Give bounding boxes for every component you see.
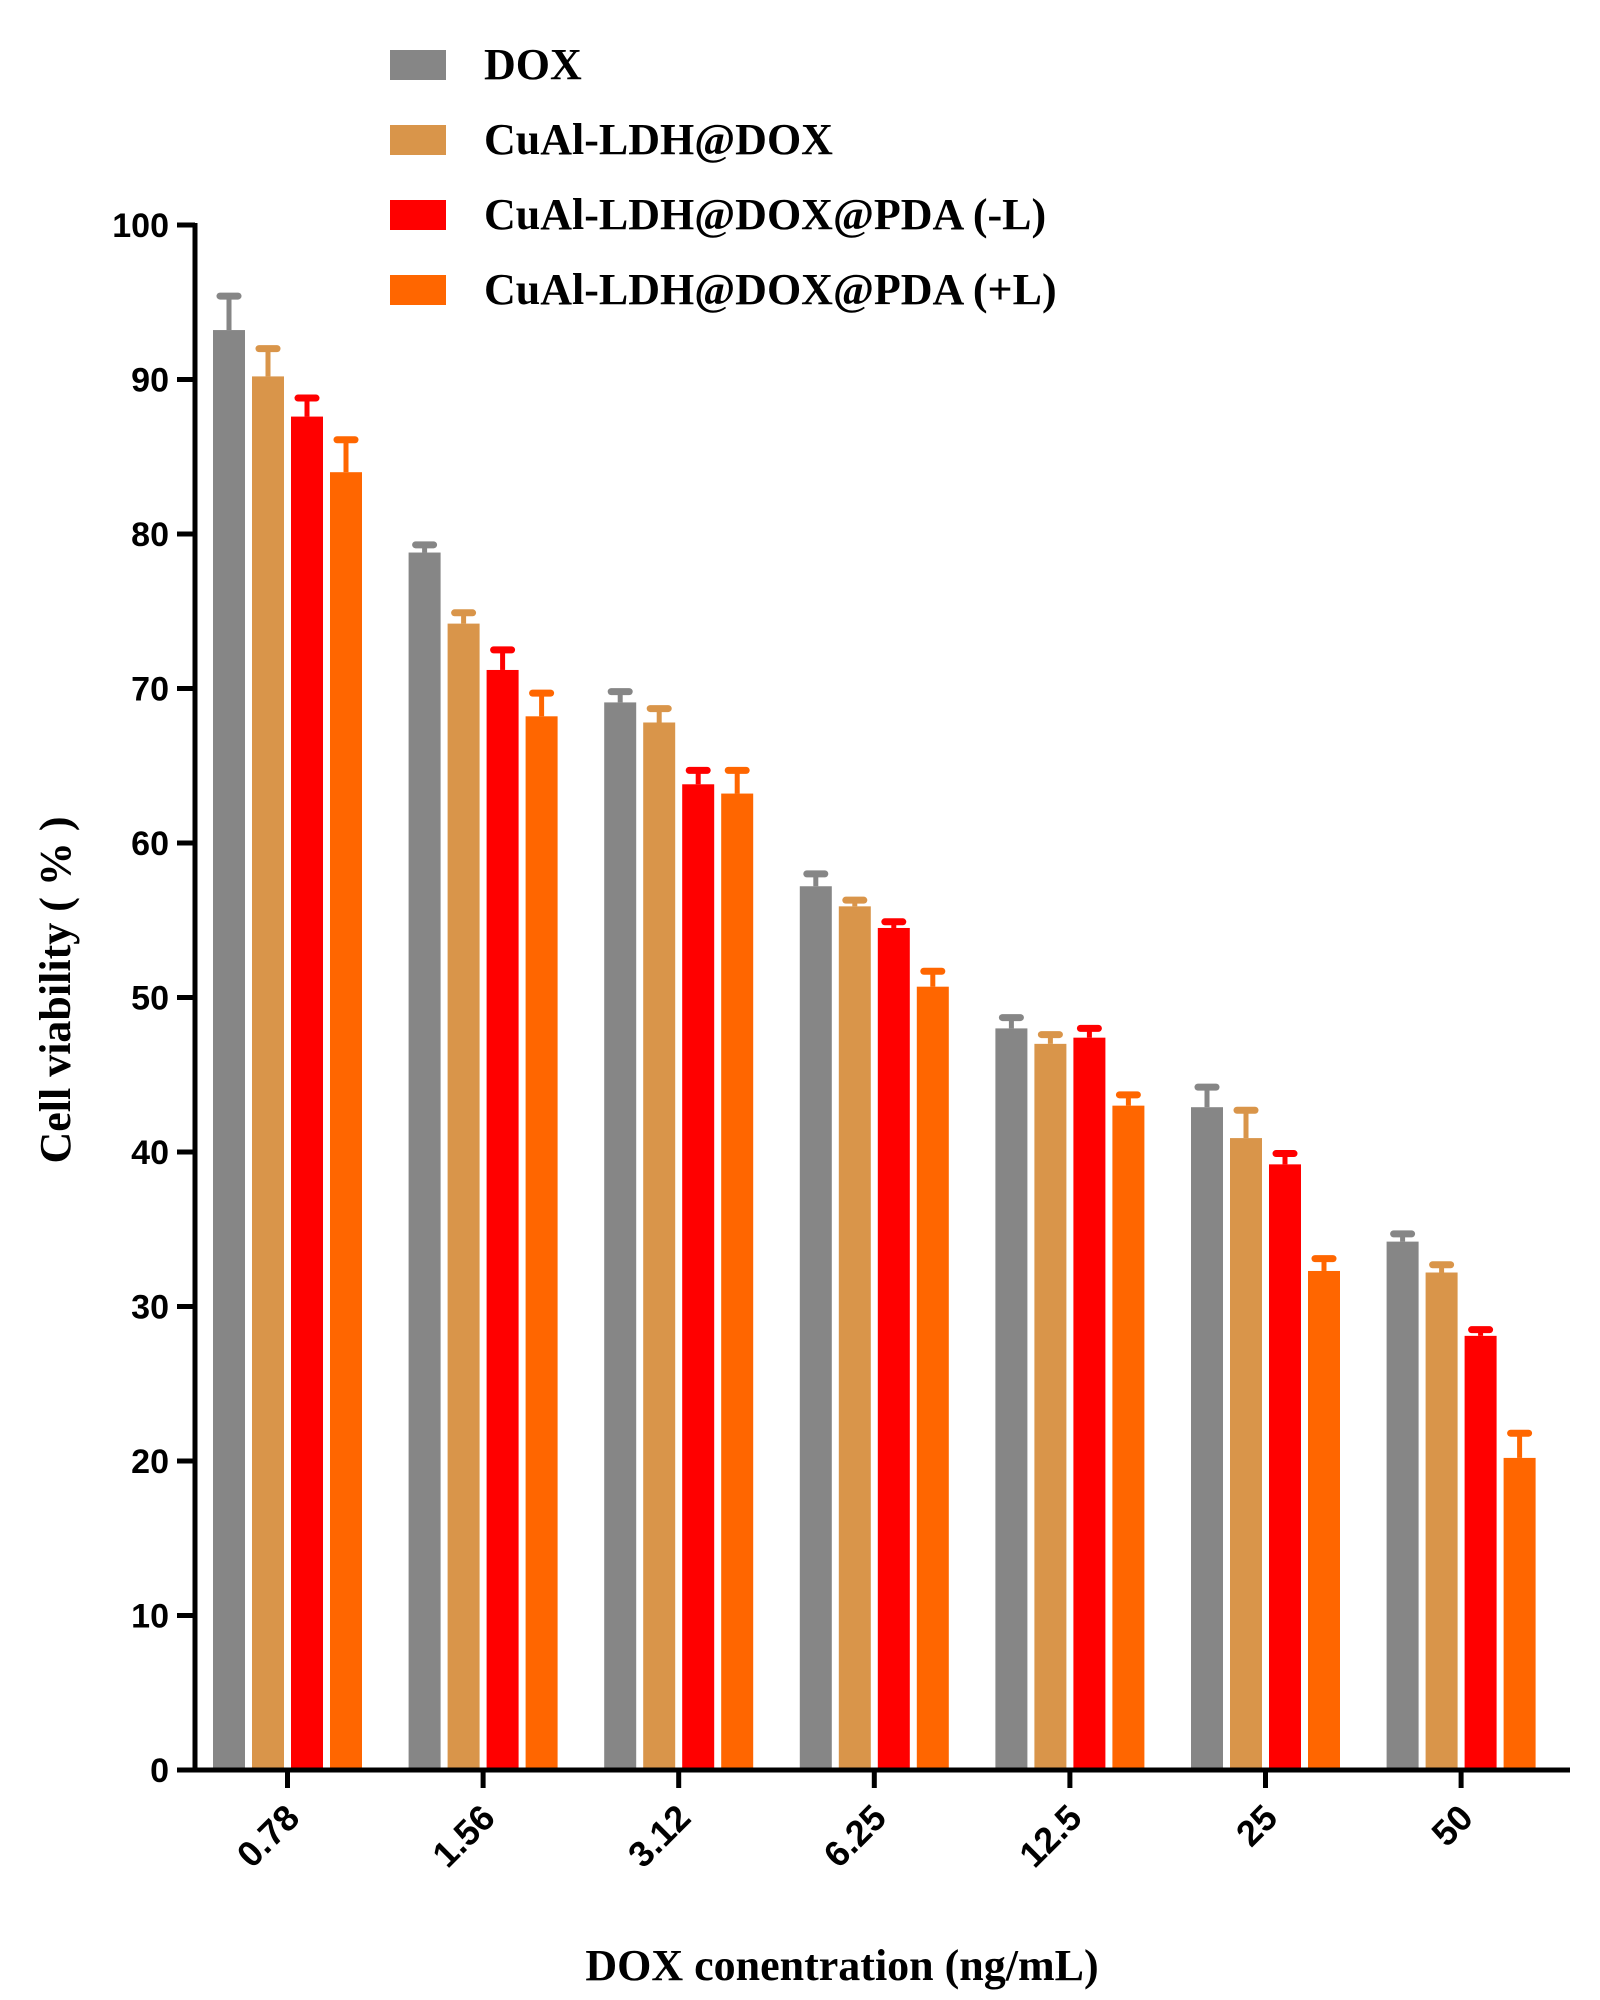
error-bar-2-3.12 (646, 705, 672, 723)
bar-1-3.12 (604, 702, 637, 1770)
error-bar-4-25 (1311, 1255, 1337, 1271)
bar-1-25 (1191, 1107, 1223, 1770)
error-bar-4-6.25 (920, 967, 946, 987)
bar-4-1.56 (525, 716, 558, 1770)
bar-1-50 (1386, 1241, 1419, 1770)
bar-4-25 (1308, 1270, 1340, 1770)
y-axis-title: Cell viability ( % ) (31, 816, 80, 1163)
error-bar-1-50 (1390, 1230, 1416, 1242)
axes-layer: 0 10 20 30 40 50 60 70 80 90 100 0.78 1.56 3.12 6.25 12… (112, 207, 1570, 1875)
legend-label-3: CuAl-LDH@DOX@PDA (-L) (484, 190, 1046, 239)
bar-3-1.56 (486, 669, 519, 1771)
bar-3-3.12 (682, 784, 715, 1770)
error-bar-2-6.25 (842, 896, 868, 907)
bars-layer (213, 330, 1536, 1771)
legend-item-4: CuAl-LDH@DOX@PDA (+L) (390, 265, 1057, 314)
x-tick-label-50: 50 (1423, 1797, 1480, 1854)
error-bar-3-3.12 (685, 766, 711, 785)
x-tick-label-1.56: 1.56 (424, 1797, 503, 1876)
error-bar-3-0.78 (294, 394, 320, 417)
y-tick-label-10: 10 (131, 1598, 169, 1636)
y-tick-label-30: 30 (131, 1289, 169, 1327)
error-bar-2-50 (1429, 1261, 1455, 1273)
bar-3-50 (1464, 1335, 1497, 1770)
error-bar-4-3.12 (724, 766, 750, 794)
x-axis-title: DOX conentration (ng/mL) (585, 1941, 1098, 1990)
error-bar-4-50 (1507, 1429, 1533, 1458)
error-bar-3-1.56 (490, 646, 516, 670)
y-tick-label-0: 0 (150, 1752, 169, 1790)
error-bar-3-12.5 (1076, 1024, 1102, 1038)
error-bar-3-25 (1272, 1150, 1298, 1165)
error-bar-2-12.5 (1037, 1031, 1063, 1044)
bar-1-6.25 (799, 886, 832, 1770)
error-bar-4-1.56 (529, 689, 555, 717)
legend-item-3: CuAl-LDH@DOX@PDA (-L) (390, 190, 1046, 239)
error-bar-1-25 (1194, 1083, 1220, 1108)
y-tick-label-90: 90 (131, 362, 169, 400)
legend-item-2: CuAl-LDH@DOX (390, 115, 833, 164)
legend-swatch-1 (390, 50, 446, 80)
bar-2-50 (1425, 1272, 1458, 1770)
bar-3-25 (1269, 1164, 1301, 1770)
error-bar-1-0.78 (216, 292, 242, 331)
x-tick-label-25: 25 (1228, 1797, 1285, 1854)
error-bar-1-3.12 (607, 688, 633, 703)
bar-2-0.78 (252, 376, 284, 1770)
legend-swatch-2 (390, 125, 446, 155)
x-tick-label-0.78: 0.78 (229, 1797, 308, 1876)
bar-2-6.25 (838, 906, 871, 1770)
error-bars-layer (216, 292, 1533, 1458)
bar-3-0.78 (291, 416, 323, 1771)
error-bar-4-12.5 (1115, 1091, 1141, 1106)
bar-3-12.5 (1073, 1037, 1106, 1770)
legend-label-1: DOX (484, 40, 582, 89)
error-bar-3-6.25 (881, 918, 907, 928)
legend-swatch-4 (390, 275, 446, 305)
bar-4-6.25 (916, 986, 949, 1770)
y-tick-label-60: 60 (131, 825, 169, 863)
error-bar-2-25 (1233, 1106, 1259, 1139)
bar-2-25 (1230, 1138, 1262, 1770)
bar-2-12.5 (1034, 1043, 1067, 1770)
bar-4-50 (1503, 1457, 1536, 1770)
bar-1-1.56 (408, 552, 441, 1770)
error-bar-4-0.78 (333, 436, 359, 473)
bar-1-0.78 (213, 330, 245, 1770)
legend-label-2: CuAl-LDH@DOX (484, 115, 833, 164)
error-bar-1-1.56 (412, 541, 438, 553)
legend-swatch-3 (390, 200, 446, 230)
bar-3-6.25 (877, 927, 910, 1770)
y-tick-label-100: 100 (112, 207, 169, 245)
y-tick-label-20: 20 (131, 1443, 169, 1481)
bar-4-12.5 (1112, 1105, 1145, 1770)
y-tick-label-40: 40 (131, 1134, 169, 1172)
bar-4-0.78 (330, 472, 362, 1771)
bar-4-3.12 (721, 793, 754, 1770)
y-tick-label-70: 70 (131, 671, 169, 709)
error-bar-1-12.5 (998, 1014, 1024, 1029)
error-bar-1-6.25 (803, 870, 829, 887)
error-bar-3-50 (1468, 1326, 1494, 1336)
x-tick-label-12.5: 12.5 (1011, 1797, 1090, 1876)
legend: DOX CuAl-LDH@DOX CuAl-LDH@DOX@PDA (-L) CuAl… (390, 40, 1057, 314)
legend-item-1: DOX (390, 40, 582, 89)
x-tick-label-3.12: 3.12 (620, 1797, 699, 1876)
bar-1-12.5 (995, 1028, 1028, 1770)
error-bar-2-1.56 (451, 609, 477, 624)
legend-label-4: CuAl-LDH@DOX@PDA (+L) (484, 265, 1057, 314)
x-tick-label-6.25: 6.25 (815, 1797, 894, 1876)
bar-2-1.56 (447, 623, 480, 1770)
bar-2-3.12 (643, 722, 676, 1770)
y-tick-label-50: 50 (131, 980, 169, 1018)
error-bar-2-0.78 (255, 345, 281, 377)
y-tick-label-80: 80 (131, 516, 169, 554)
